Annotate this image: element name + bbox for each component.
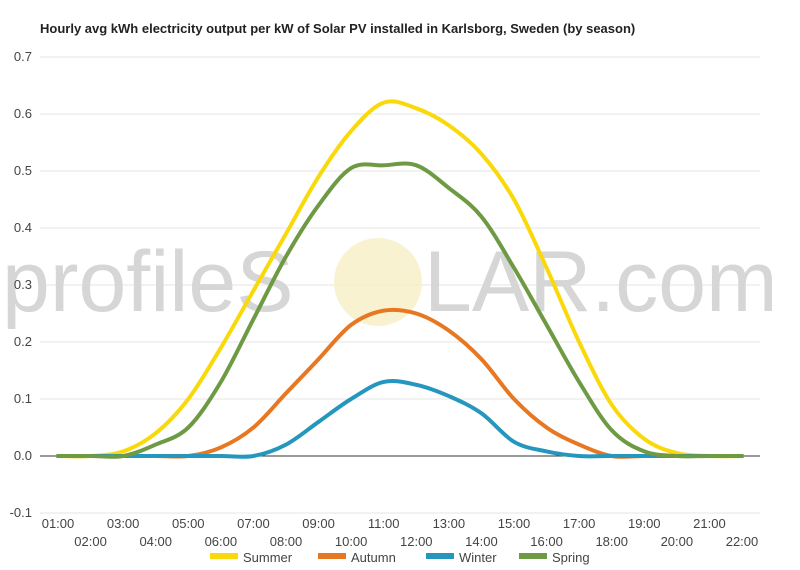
x-tick-label: 05:00 bbox=[172, 516, 205, 531]
x-tick-label: 07:00 bbox=[237, 516, 270, 531]
y-tick-label: 0.0 bbox=[14, 448, 32, 463]
y-axis-ticks: -0.1 0.0 0.1 0.2 0.3 0.4 0.5 0.6 0.7 bbox=[10, 49, 32, 520]
x-tick-label: 02:00 bbox=[74, 534, 107, 549]
x-tick-label: 04:00 bbox=[139, 534, 172, 549]
series-line-spring bbox=[56, 161, 744, 459]
y-tick-label: 0.1 bbox=[14, 391, 32, 406]
legend-swatch-summer bbox=[210, 553, 238, 559]
x-tick-label: 12:00 bbox=[400, 534, 433, 549]
legend-swatch-spring bbox=[519, 553, 547, 559]
chart-title: Hourly avg kWh electricity output per kW… bbox=[40, 21, 635, 36]
series-line-winter bbox=[56, 379, 744, 459]
x-tick-label: 17:00 bbox=[563, 516, 596, 531]
legend-label-summer: Summer bbox=[243, 550, 293, 565]
series-line-summer bbox=[56, 99, 744, 459]
y-tick-label: 0.3 bbox=[14, 277, 32, 292]
x-tick-label: 03:00 bbox=[107, 516, 140, 531]
legend: Summer Autumn Winter Spring bbox=[210, 550, 590, 565]
x-tick-label: 21:00 bbox=[693, 516, 726, 531]
x-tick-label: 13:00 bbox=[433, 516, 466, 531]
watermark-text-right: LAR.com bbox=[424, 234, 778, 330]
y-tick-label: 0.7 bbox=[14, 49, 32, 64]
sun-logo-icon bbox=[334, 238, 422, 326]
legend-label-spring: Spring bbox=[552, 550, 590, 565]
x-tick-label: 10:00 bbox=[335, 534, 368, 549]
legend-label-autumn: Autumn bbox=[351, 550, 396, 565]
watermark-text-left: profileS bbox=[2, 234, 294, 330]
series-lines bbox=[56, 99, 744, 459]
legend-swatch-winter bbox=[426, 553, 454, 559]
x-tick-label: 08:00 bbox=[270, 534, 303, 549]
x-tick-label: 01:00 bbox=[42, 516, 75, 531]
grid-lines bbox=[40, 56, 760, 514]
y-tick-label: 0.5 bbox=[14, 163, 32, 178]
x-tick-label: 09:00 bbox=[302, 516, 335, 531]
y-tick-label: 0.6 bbox=[14, 106, 32, 121]
x-tick-label: 16:00 bbox=[530, 534, 563, 549]
x-tick-label: 18:00 bbox=[595, 534, 628, 549]
x-tick-label: 11:00 bbox=[368, 516, 400, 531]
legend-label-winter: Winter bbox=[459, 550, 497, 565]
x-tick-label: 06:00 bbox=[205, 534, 238, 549]
x-tick-label: 22:00 bbox=[726, 534, 759, 549]
x-tick-label: 14:00 bbox=[465, 534, 498, 549]
watermark: profileS LAR.com bbox=[2, 234, 778, 330]
x-tick-label: 20:00 bbox=[661, 534, 694, 549]
y-tick-label: 0.4 bbox=[14, 220, 32, 235]
y-tick-label: -0.1 bbox=[10, 505, 32, 520]
x-tick-label: 19:00 bbox=[628, 516, 661, 531]
y-tick-label: 0.2 bbox=[14, 334, 32, 349]
x-tick-label: 15:00 bbox=[498, 516, 531, 531]
legend-swatch-autumn bbox=[318, 553, 346, 559]
